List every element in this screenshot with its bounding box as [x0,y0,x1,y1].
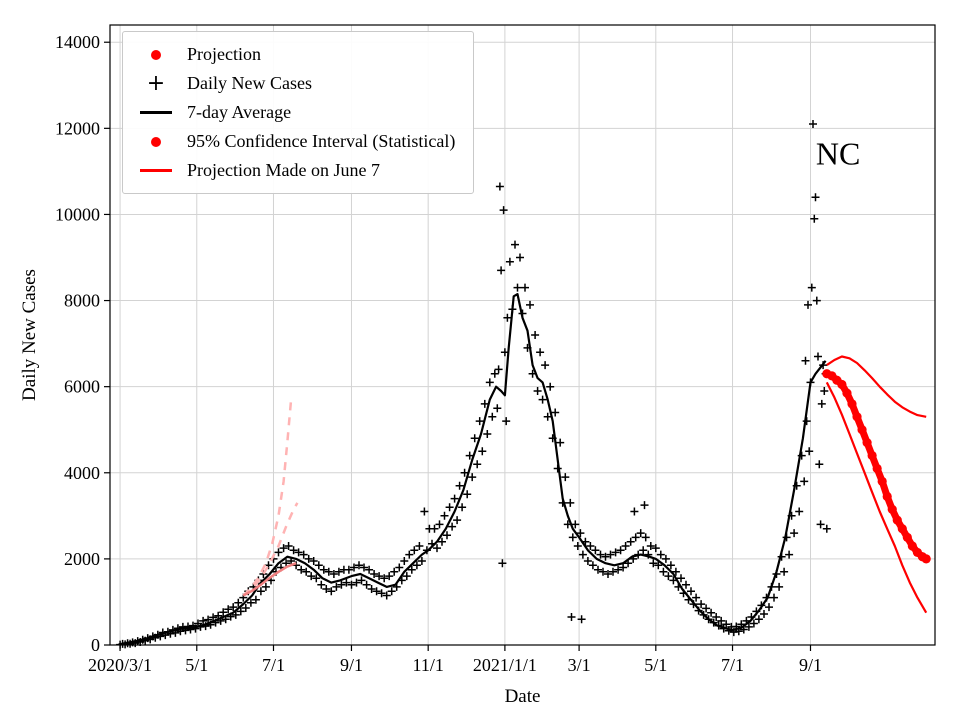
legend-item: + Daily New Cases [133,69,455,98]
y-tick-label: 2000 [64,549,100,569]
x-tick-label: 11/1 [413,655,444,675]
state-annotation: NC [815,135,861,172]
legend-label: Projection [187,44,261,64]
tick-marks [104,41,812,651]
legend-label: Projection Made on June 7 [187,160,380,180]
plot-border [109,24,936,646]
legend-item: Projection Made on June 7 [133,156,455,185]
legend-dot-icon [133,136,179,147]
line-95-confidence-interval-statistical-upper [826,355,927,418]
legend-item: Projection [133,40,455,69]
y-axis-label: Daily New Cases [19,269,40,401]
projection-series [822,369,931,564]
legend-label: 7-day Average [187,102,292,122]
x-axis-label: Date [504,686,541,707]
legend-label: 95% Confidence Interval (Statistical) [187,131,456,151]
legend-line-icon [133,111,179,114]
x-tick-label: 9/1 [340,655,363,675]
line-projection-made-on-june-7-upper [242,399,293,597]
tick-labels: 2020/3/1 5/1 7/1 9/1 11/1 2021/1/1 3/1 5/1 7/1 9/… [55,32,822,675]
x-tick-label: 9/1 [799,655,822,675]
legend-item: 95% Confidence Interval (Statistical) [133,127,455,156]
legend: Projection + Daily New Cases 7-day Average 9… [122,31,475,194]
y-tick-label: 8000 [64,291,100,311]
y-tick-label: 0 [91,635,100,655]
y-tick-label: 12000 [55,118,100,138]
x-tick-label: 2020/3/1 [88,655,152,675]
x-tick-label: 7/1 [262,655,285,675]
legend-item: 7-day Average [133,98,455,127]
y-tick-label: 10000 [55,204,100,224]
x-tick-label: 2021/1/1 [473,655,537,675]
line-projection-made-on-june-7-mid [242,502,299,597]
legend-plus-icon: + [146,70,166,96]
x-tick-label: 3/1 [568,655,591,675]
y-tick-label: 4000 [64,463,100,483]
line-95-confidence-interval-statistical-lower [825,381,928,614]
line-7-day-average [119,293,827,646]
x-tick-label: 5/1 [185,655,208,675]
x-tick-label: 5/1 [644,655,667,675]
legend-dot-icon [133,49,179,60]
line-projection-made-on-june-7-central [242,562,297,597]
legend-line-icon [133,169,179,172]
y-tick-label: 6000 [64,377,100,397]
legend-label: Daily New Cases [187,73,312,93]
y-tick-label: 14000 [55,32,100,52]
x-tick-label: 7/1 [721,655,744,675]
